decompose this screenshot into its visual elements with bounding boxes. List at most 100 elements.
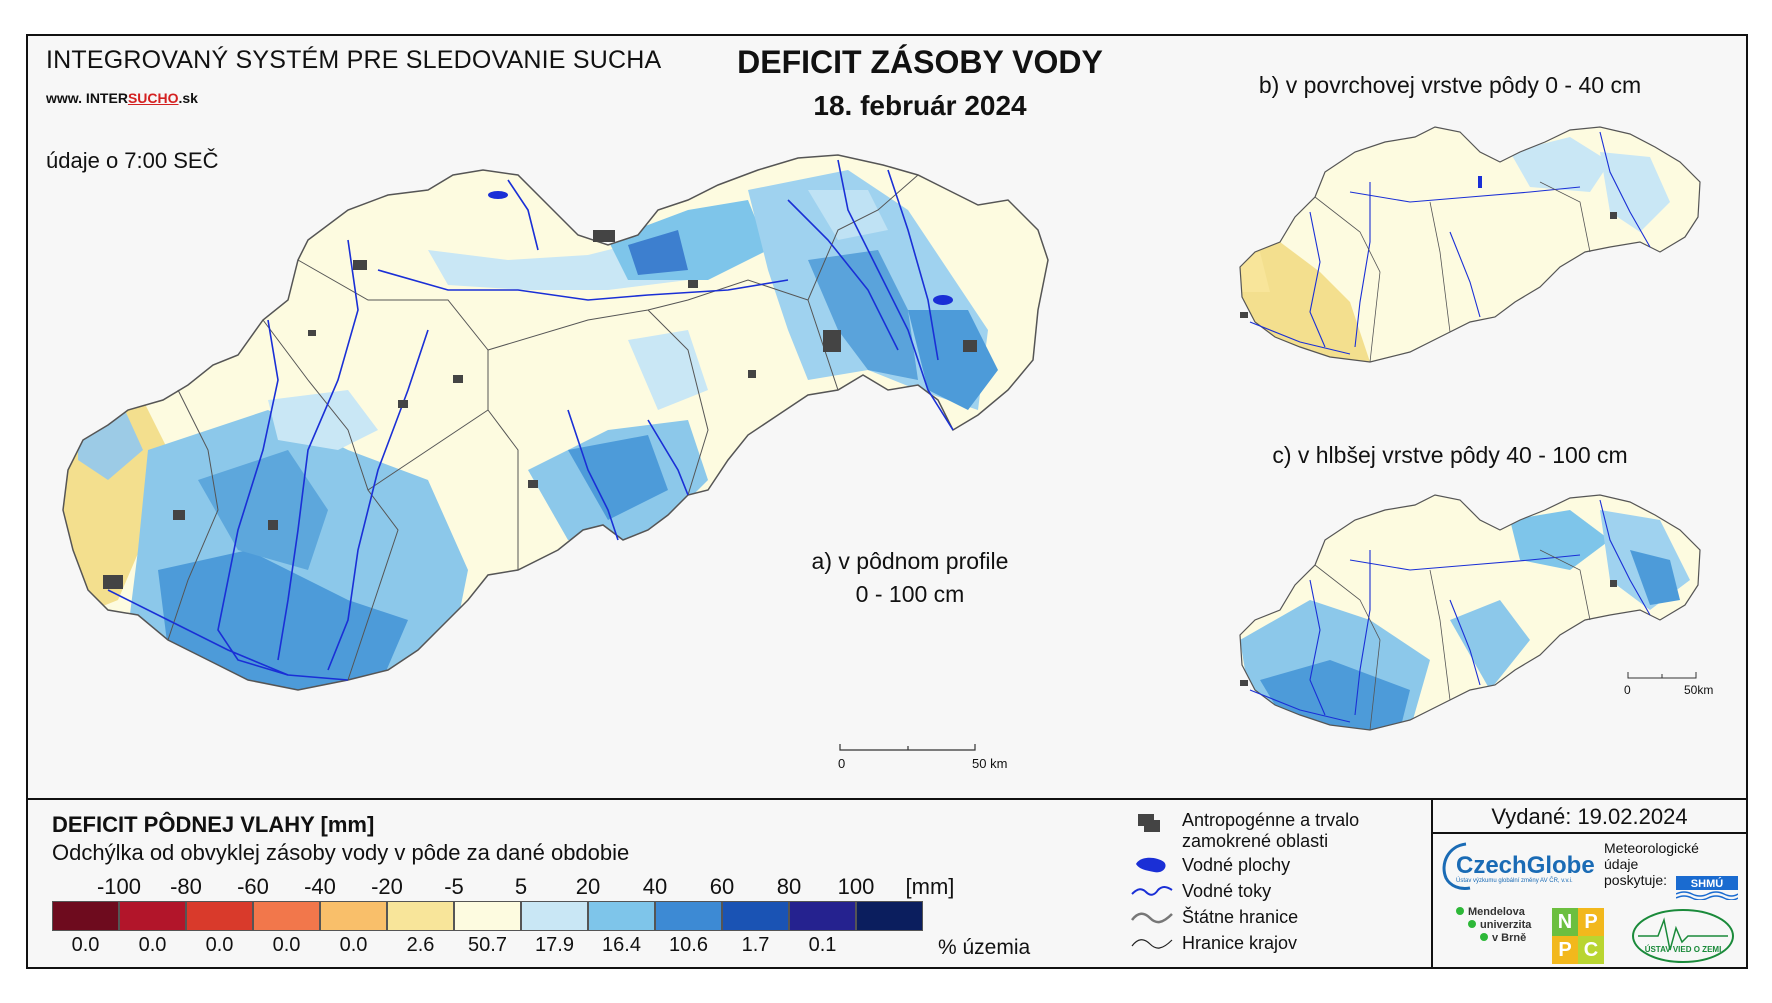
- small-scale-bar: [1627, 672, 1697, 679]
- mendel-line2: univerzita: [1480, 919, 1532, 931]
- nppc-letter: N: [1552, 908, 1578, 936]
- legend-pct: 0.0: [71, 934, 100, 956]
- legend-vertical-divider: [1431, 798, 1433, 969]
- small-scale-end: 50km: [1684, 683, 1714, 697]
- map-c-label: c) v hlbšej vrstve pôdy 40 - 100 cm: [1272, 442, 1628, 468]
- urban-area-icon: [1138, 814, 1160, 832]
- legend-tick: 20: [575, 874, 601, 899]
- nppc-logo[interactable]: N P P C: [1552, 908, 1604, 964]
- key-state-border-label: Štátne hranice: [1182, 906, 1299, 927]
- legend-pct: 0.1: [808, 934, 837, 956]
- earth-science-institute-logo[interactable]: ÚSTAV VIED O ZEMI: [1628, 906, 1738, 966]
- legend-pct: 1.7: [741, 934, 770, 956]
- legend-pct: 10.6: [669, 934, 708, 956]
- mendel-dot-icon: [1456, 907, 1464, 915]
- issued-divider: [1431, 832, 1748, 834]
- legend-tick: 40: [642, 874, 668, 899]
- mendel-dot-icon: [1480, 933, 1488, 941]
- legend-tick: 100: [837, 874, 875, 899]
- site-underlined: SUCHO: [127, 90, 179, 106]
- legend-tick: -80: [170, 874, 202, 899]
- shmu-label: SHMÚ: [1691, 877, 1723, 890]
- key-rivers: Vodné toky: [1130, 878, 1359, 904]
- legend-swatch: [521, 901, 588, 931]
- czechglobe-logo[interactable]: CzechGlobe Ústav výzkumu globální změny …: [1436, 838, 1596, 892]
- legend-pct: 0.0: [272, 934, 301, 956]
- legend-tick: 5: [514, 874, 528, 899]
- map-a-label-line2: 0 - 100 cm: [855, 581, 965, 607]
- percent-unit: % územia: [938, 936, 1031, 959]
- legend-swatch: [387, 901, 454, 931]
- legend-tick: -5: [444, 874, 464, 899]
- meteo-line3: poskytuje:: [1604, 872, 1668, 888]
- main-scale-bar: [839, 744, 976, 751]
- water-body-icon: [1136, 857, 1166, 873]
- legend-swatch: [789, 901, 856, 931]
- main-scale-zero: 0: [838, 756, 846, 771]
- legend-pct: 0.0: [205, 934, 234, 956]
- mendel-university-logo[interactable]: Mendelova univerzita v Brně: [1456, 906, 1531, 945]
- nppc-letter: P: [1578, 908, 1604, 936]
- legend-swatch: [52, 901, 119, 931]
- meteo-provider-text: Meteorologické údaje poskytuje:: [1604, 840, 1699, 888]
- nppc-letter: C: [1578, 936, 1604, 964]
- key-urban-line1: Antropogénne a trvalo: [1182, 810, 1360, 830]
- main-scale-end: 50 km: [972, 756, 1008, 771]
- system-title: INTEGROVANÝ SYSTÉM PRE SLEDOVANIE SUCHA: [46, 46, 662, 74]
- site-suffix: .sk: [178, 90, 198, 106]
- legend-color-scale: [52, 901, 923, 931]
- legend-swatch: [454, 901, 521, 931]
- observation-time: údaje o 7:00 SEČ: [46, 148, 219, 173]
- river-icon: [1131, 886, 1173, 896]
- symbol-key: Antropogénne a trvalo zamokrené oblasti …: [1130, 810, 1359, 956]
- state-border-icon: [1131, 912, 1173, 924]
- key-urban: Antropogénne a trvalo zamokrené oblasti: [1130, 810, 1359, 852]
- legend-title: DEFICIT PÔDNEJ VLAHY [mm]: [52, 812, 375, 837]
- czechglobe-name: CzechGlobe: [1456, 852, 1595, 879]
- main-map-slovakia: [62, 154, 1049, 691]
- legend-swatch: [119, 901, 186, 931]
- legend-subtitle: Odchýlka od obvyklej zásoby vody v pôde …: [52, 840, 630, 865]
- legend-tick: -40: [304, 874, 336, 899]
- legend-pct: 0.0: [339, 934, 368, 956]
- map-c-deep-layer: [1239, 494, 1701, 731]
- legend-tick: 60: [709, 874, 735, 899]
- region-border-icon: [1131, 939, 1173, 949]
- legend-pct: 17.9: [535, 934, 574, 956]
- map-a-label-line1: a) v pôdnom profile: [811, 548, 1009, 574]
- mendel-dot-icon: [1468, 920, 1476, 928]
- key-region-border-label: Hranice krajov: [1182, 932, 1298, 953]
- main-title: DEFICIT ZÁSOBY VODY: [737, 44, 1103, 80]
- meteo-line2: údaje: [1604, 856, 1639, 872]
- map-a-label: a) v pôdnom profile 0 - 100 cm: [790, 548, 1030, 608]
- issued-date: Vydané: 19.02.2024: [1491, 804, 1688, 829]
- legend-divider: [26, 798, 1748, 800]
- shmu-logo[interactable]: SHMÚ: [1676, 868, 1738, 900]
- nppc-letter: P: [1552, 936, 1578, 964]
- meteo-line1: Meteorologické: [1604, 840, 1699, 856]
- legend-swatch: [253, 901, 320, 931]
- map-date: 18. február 2024: [813, 90, 1027, 121]
- legend-swatch: [186, 901, 253, 931]
- legend-tick: -20: [371, 874, 403, 899]
- legend-pct: 2.6: [406, 934, 435, 956]
- czechglobe-arc-icon: [1442, 842, 1471, 890]
- key-urban-line2: zamokrené oblasti: [1182, 831, 1329, 851]
- legend-tick: -60: [237, 874, 269, 899]
- legend-pct: 16.4: [602, 934, 641, 956]
- map-b-label: b) v povrchovej vrstve pôdy 0 - 40 cm: [1258, 72, 1642, 98]
- legend-pct: 0.0: [138, 934, 167, 956]
- legend-swatch: [588, 901, 655, 931]
- small-scale-zero: 0: [1624, 683, 1631, 697]
- key-water-bodies-label: Vodné plochy: [1182, 854, 1291, 875]
- mendel-line3: v Brně: [1492, 932, 1527, 944]
- legend-ticks: -100 -80 -60 -40 -20 -5 5 20 40 60 80 10…: [52, 874, 1002, 900]
- legend-tick: 80: [776, 874, 802, 899]
- site-prefix: www. INTER: [46, 90, 128, 106]
- website-link[interactable]: www. INTERSUCHO.sk: [46, 90, 198, 106]
- map-b-surface-layer: [1239, 126, 1701, 363]
- legend-swatch: [722, 901, 789, 931]
- legend-pct: 50.7: [468, 934, 507, 956]
- key-rivers-label: Vodné toky: [1182, 880, 1272, 901]
- legend-percentages: 0.0 0.0 0.0 0.0 0.0 2.6 50.7 17.9 16.4 1…: [52, 934, 1002, 960]
